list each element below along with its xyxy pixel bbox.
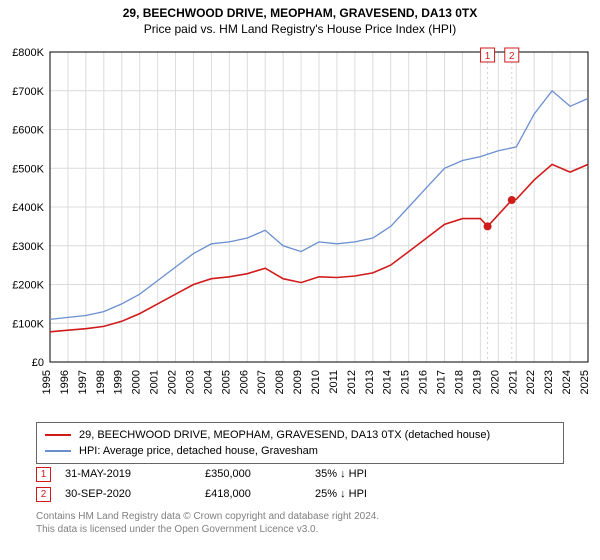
chart-subtitle: Price paid vs. HM Land Registry's House … (0, 22, 600, 36)
svg-text:2024: 2024 (561, 370, 573, 394)
svg-text:2015: 2015 (400, 370, 412, 394)
legend-label: HPI: Average price, detached house, Grav… (79, 445, 318, 457)
legend-label: 29, BEECHWOOD DRIVE, MEOPHAM, GRAVESEND,… (79, 429, 490, 441)
svg-text:£400K: £400K (12, 202, 44, 214)
svg-text:1997: 1997 (77, 370, 89, 394)
svg-text:2019: 2019 (471, 370, 483, 394)
svg-text:2023: 2023 (543, 370, 555, 394)
svg-text:£200K: £200K (12, 280, 44, 292)
svg-text:2007: 2007 (256, 370, 268, 394)
svg-text:2005: 2005 (220, 370, 232, 394)
txn-delta: 35% ↓ HPI (315, 468, 435, 480)
svg-text:1995: 1995 (41, 370, 53, 394)
svg-text:2021: 2021 (507, 370, 519, 394)
footer-line: Contains HM Land Registry data © Crown c… (36, 510, 379, 523)
legend-swatch-hpi (45, 450, 71, 452)
svg-text:2: 2 (509, 51, 515, 62)
svg-text:2014: 2014 (382, 370, 394, 394)
svg-text:2017: 2017 (436, 370, 448, 394)
svg-text:2003: 2003 (184, 370, 196, 394)
svg-text:1: 1 (485, 51, 491, 62)
svg-text:2001: 2001 (149, 370, 161, 394)
svg-text:2011: 2011 (328, 370, 340, 394)
chart-title: 29, BEECHWOOD DRIVE, MEOPHAM, GRAVESEND,… (0, 6, 600, 20)
svg-text:2002: 2002 (167, 370, 179, 394)
svg-text:2004: 2004 (202, 370, 214, 394)
transaction-row: 2 30-SEP-2020 £418,000 25% ↓ HPI (36, 484, 564, 504)
legend-swatch-property (45, 434, 71, 436)
txn-price: £350,000 (205, 468, 315, 480)
transaction-row: 1 31-MAY-2019 £350,000 35% ↓ HPI (36, 464, 564, 484)
txn-delta: 25% ↓ HPI (315, 488, 435, 500)
svg-text:£0: £0 (32, 357, 44, 369)
svg-text:2022: 2022 (525, 370, 537, 394)
svg-text:£100K: £100K (12, 318, 44, 330)
title-block: 29, BEECHWOOD DRIVE, MEOPHAM, GRAVESEND,… (0, 0, 600, 36)
svg-text:1996: 1996 (59, 370, 71, 394)
marker-badge: 1 (36, 467, 51, 482)
svg-text:2020: 2020 (489, 370, 501, 394)
svg-text:£300K: £300K (12, 241, 44, 253)
legend: 29, BEECHWOOD DRIVE, MEOPHAM, GRAVESEND,… (36, 422, 564, 464)
txn-date: 31-MAY-2019 (65, 468, 205, 480)
svg-text:2010: 2010 (310, 370, 322, 394)
legend-row: 29, BEECHWOOD DRIVE, MEOPHAM, GRAVESEND,… (45, 427, 555, 443)
svg-text:2006: 2006 (238, 370, 250, 394)
footer-line: This data is licensed under the Open Gov… (36, 523, 379, 536)
svg-text:£800K: £800K (12, 47, 44, 59)
svg-text:£500K: £500K (12, 163, 44, 175)
svg-text:2009: 2009 (292, 370, 304, 394)
footer-attribution: Contains HM Land Registry data © Crown c… (36, 510, 379, 536)
svg-text:2008: 2008 (274, 370, 286, 394)
svg-text:2018: 2018 (453, 370, 465, 394)
svg-text:£600K: £600K (12, 125, 44, 137)
svg-text:2025: 2025 (579, 370, 591, 394)
svg-text:2016: 2016 (418, 370, 430, 394)
svg-text:1999: 1999 (113, 370, 125, 394)
svg-text:£700K: £700K (12, 86, 44, 98)
svg-text:2012: 2012 (346, 370, 358, 394)
transaction-table: 1 31-MAY-2019 £350,000 35% ↓ HPI 2 30-SE… (36, 464, 564, 504)
svg-text:2000: 2000 (131, 370, 143, 394)
txn-price: £418,000 (205, 488, 315, 500)
chart-area: £0 £100K £200K £300K £400K £500K £600K £700K £80… (0, 44, 600, 414)
chart-svg: £0 £100K £200K £300K £400K £500K £600K £700K £80… (0, 44, 600, 414)
svg-text:1998: 1998 (95, 370, 107, 394)
legend-row: HPI: Average price, detached house, Grav… (45, 443, 555, 459)
marker-badge: 2 (36, 487, 51, 502)
chart-container: { "title_main": "29, BEECHWOOD DRIVE, ME… (0, 0, 600, 560)
svg-text:2013: 2013 (364, 370, 376, 394)
txn-date: 30-SEP-2020 (65, 488, 205, 500)
